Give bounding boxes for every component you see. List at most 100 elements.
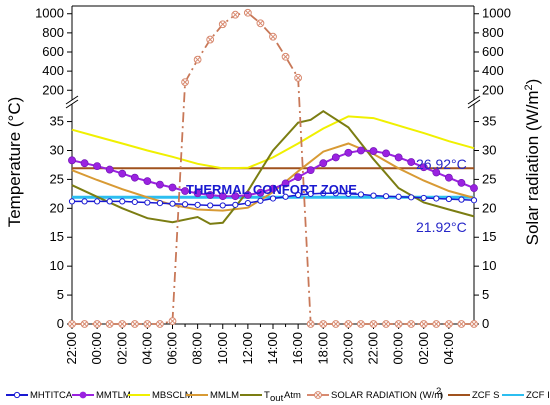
solar-radiation-point [394, 320, 403, 328]
mmtlm-point [256, 188, 265, 197]
x-tick-label: 00:00 [89, 332, 104, 365]
solar-radiation-point [193, 55, 202, 64]
mhtitca-point [295, 191, 302, 199]
mmtlm-point [156, 180, 164, 189]
solar-point-cross [370, 321, 377, 327]
x-tick-label: 16:00 [290, 332, 305, 365]
lower-limit-label: 21.92°C [416, 219, 467, 235]
solar-point-cross [333, 321, 339, 327]
x-tick-label: 22:00 [64, 332, 79, 365]
mmtlm-point [105, 165, 114, 174]
y-right-tick-label: 30 [482, 142, 496, 157]
mhtitca-point [244, 200, 251, 207]
mhtitca-point [307, 190, 314, 197]
mmtlm-point [369, 147, 378, 155]
mhtitca-point [219, 202, 226, 209]
x-tick-label: 08:00 [190, 332, 205, 365]
mmtlm-point [331, 153, 340, 162]
mhtitca-point [81, 198, 88, 205]
solar-radiation-point [294, 73, 303, 82]
y-left-tick-label: 25 [50, 171, 64, 186]
solar-radiation-line [72, 11, 474, 325]
mmtlm-point [269, 184, 277, 193]
y-left-tick-label: 10 [50, 258, 64, 273]
solar-point-cross [270, 33, 276, 40]
mhtitca-point [420, 194, 427, 202]
axis-break-mark [467, 99, 481, 109]
solar-radiation-point [432, 320, 441, 328]
solar-radiation-point [306, 320, 315, 328]
mmtlm-point [382, 149, 390, 158]
mmtlm-point [306, 166, 315, 175]
mmtlm-point [218, 192, 227, 201]
legend-zcfi-label: ZCF I [526, 390, 550, 401]
solar-radiation-point [231, 10, 240, 19]
y-right-upper-tick-label: 400 [482, 63, 504, 78]
mmtlm-point [118, 169, 127, 178]
legend-mmtlm-marker [79, 391, 87, 399]
solar-radiation-point [331, 320, 340, 328]
series-layer [68, 8, 478, 328]
mhtitca-point [156, 200, 164, 207]
solar-radiation-point [382, 320, 390, 328]
solar-point-cross [194, 56, 201, 63]
mhtitca-point [232, 201, 239, 208]
y-axis-right-title: Solar radiation (W/m2) [523, 79, 542, 246]
mmtlm-point [181, 187, 189, 195]
mmtlm-point [419, 163, 428, 172]
mhtitca-point [332, 190, 339, 197]
mhtitca-point [257, 197, 264, 204]
mmtlm-point [470, 184, 478, 192]
solar-point-cross [106, 321, 113, 327]
mmtlm-point [168, 183, 177, 192]
solar-point-cross [307, 321, 314, 327]
solar-point-cross [420, 321, 427, 327]
solar-radiation-point [470, 320, 478, 328]
solar-radiation-point [444, 320, 453, 328]
y-left-tick-label: 30 [50, 142, 64, 157]
x-tick-label: 02:00 [114, 332, 129, 365]
y-left-tick-label: 35 [50, 114, 64, 129]
legend-solar-label: SOLAR RADIATION (W/m [331, 390, 442, 401]
legend-tout-label: T [264, 390, 270, 401]
x-tick-label: 00:00 [391, 332, 406, 365]
solar-point-cross [119, 321, 126, 327]
mhtitca-point [94, 198, 101, 205]
legend-solar-close: ) [440, 390, 443, 401]
solar-radiation-point [218, 20, 227, 29]
axis-break-mark [65, 99, 79, 109]
mmtlm-point [93, 162, 102, 171]
legend-solar-marker-cross [315, 392, 321, 398]
mhtitca-point [408, 194, 415, 201]
solar-radiation-point [156, 320, 164, 328]
mmtlm-point [407, 158, 416, 166]
mhtitca-point [106, 198, 113, 205]
solar-radiation-point [80, 320, 89, 328]
mmtlm-point [357, 146, 365, 155]
y-left-tick-label: 15 [50, 229, 64, 244]
mhtitca-point [194, 201, 201, 208]
solar-radiation-point [243, 8, 252, 17]
legend-mmtlm-label: MMTLM [96, 390, 131, 401]
mmtlm-point [143, 177, 152, 186]
solar-point-cross [433, 321, 440, 327]
y-right-tick-label: 15 [482, 229, 496, 244]
y-left-upper-tick-label: 1000 [35, 6, 64, 21]
y-right-upper-tick-label: 600 [482, 44, 504, 59]
solar-point-cross [383, 321, 389, 327]
axis-break-mark [65, 95, 79, 105]
legend-tout-subscript: out [270, 393, 284, 404]
solar-radiation-point [130, 320, 139, 328]
x-tick-label: 06:00 [165, 332, 180, 365]
solar-point-cross [169, 318, 176, 324]
solar-point-cross [219, 21, 226, 28]
axes-frame: 0 5 10 15 20 25 30 35 0 5 10 15 20 25 30 35 200 200 400 400… [35, 5, 511, 365]
mmtlm-point [344, 148, 353, 157]
mhtitca-point [395, 193, 402, 200]
y-left-tick-label: 0 [57, 316, 64, 331]
x-tick-label: 14:00 [265, 332, 280, 365]
solar-point-cross [182, 79, 188, 85]
mhtitca-point [181, 201, 189, 208]
solar-point-cross [395, 321, 402, 327]
x-tick-label: 22:00 [366, 332, 381, 365]
